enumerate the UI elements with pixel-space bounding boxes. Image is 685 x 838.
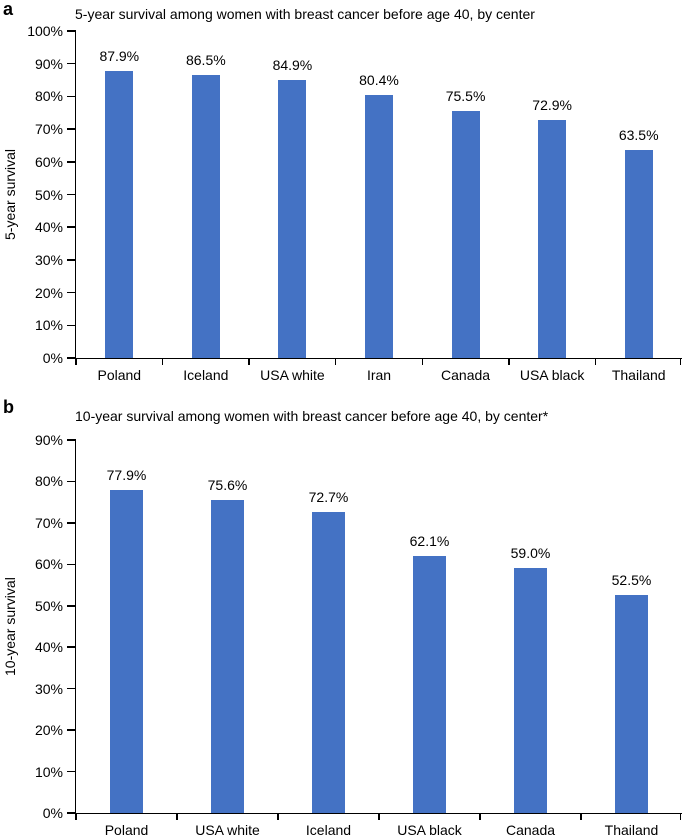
x-tick-mark [335, 358, 337, 365]
y-tick-label: 20% [15, 285, 63, 301]
x-tick-mark [378, 813, 380, 820]
category-label: Iceland [274, 822, 384, 838]
x-tick-mark [422, 358, 424, 365]
y-tick-mark [67, 96, 76, 98]
y-tick-label: 10% [15, 317, 63, 333]
bar [365, 95, 393, 358]
bar-value-label: 63.5% [589, 127, 685, 143]
bar [278, 80, 306, 358]
bar-value-label: 52.5% [582, 572, 682, 588]
x-tick-mark [277, 813, 279, 820]
category-label: USA black [375, 822, 485, 838]
y-tick-label: 30% [15, 252, 63, 268]
plot-area-a: 0%10%20%30%40%50%60%70%80%90%100%87.9%Po… [75, 31, 682, 359]
y-tick-mark [67, 646, 76, 648]
y-tick-label: 0% [15, 350, 63, 366]
bar [615, 595, 648, 813]
y-tick-label: 90% [15, 432, 63, 448]
bar [452, 111, 480, 358]
y-tick-mark [67, 194, 76, 196]
y-tick-mark [67, 161, 76, 163]
y-tick-mark [67, 292, 76, 294]
y-tick-mark [67, 688, 76, 690]
y-tick-label: 70% [15, 121, 63, 137]
y-tick-mark [67, 439, 76, 441]
y-tick-label: 10% [15, 764, 63, 780]
bar [192, 75, 220, 358]
y-tick-label: 60% [15, 556, 63, 572]
category-label: USA white [173, 822, 283, 838]
y-tick-label: 100% [15, 23, 63, 39]
y-tick-mark [67, 481, 76, 483]
x-tick-mark [595, 358, 597, 365]
chart-title-10-year: 10-year survival among women with breast… [75, 408, 548, 425]
bar-value-label: 87.9% [69, 48, 169, 64]
y-tick-label: 40% [15, 219, 63, 235]
x-tick-mark [479, 813, 481, 820]
y-tick-mark [67, 564, 76, 566]
y-tick-mark [67, 30, 76, 32]
y-axis-title-10-year-survival: 10-year survival [2, 440, 18, 813]
panel-a: a 5-year survival among women with breas… [0, 0, 685, 392]
bar-value-label: 72.9% [502, 97, 602, 113]
category-label: Canada [476, 822, 586, 838]
bar-value-label: 75.6% [178, 477, 278, 493]
plot-area-b: 0%10%20%30%40%50%60%70%80%90%77.9%Poland… [75, 440, 682, 814]
bar-value-label: 62.1% [380, 533, 480, 549]
y-tick-label: 30% [15, 681, 63, 697]
panel-b: b 10-year survival among women with brea… [0, 392, 685, 834]
y-tick-mark [67, 522, 76, 524]
bar-value-label: 72.7% [279, 489, 379, 505]
x-tick-mark [176, 813, 178, 820]
panel-letter-a: a [3, 0, 13, 18]
y-tick-label: 0% [15, 805, 63, 821]
bar [105, 71, 133, 358]
x-tick-mark [680, 358, 682, 365]
y-tick-mark [67, 259, 76, 261]
bar [211, 500, 244, 813]
x-tick-mark [680, 813, 682, 820]
bar-value-label: 75.5% [416, 88, 516, 104]
y-tick-label: 60% [15, 154, 63, 170]
bar-value-label: 84.9% [242, 57, 342, 73]
x-tick-mark [75, 358, 77, 365]
y-tick-label: 40% [15, 639, 63, 655]
y-tick-label: 20% [15, 722, 63, 738]
y-tick-mark [67, 729, 76, 731]
bar [413, 556, 446, 813]
bar-value-label: 59.0% [481, 545, 581, 561]
x-tick-mark [75, 813, 77, 820]
x-tick-mark [162, 358, 164, 365]
y-tick-label: 70% [15, 515, 63, 531]
panel-letter-b: b [3, 398, 14, 416]
y-tick-label: 50% [15, 598, 63, 614]
bar-value-label: 77.9% [77, 467, 177, 483]
bar [538, 120, 566, 358]
bar [110, 490, 143, 813]
x-tick-mark [508, 358, 510, 365]
category-label: Poland [72, 822, 182, 838]
bar [312, 512, 345, 813]
y-tick-label: 50% [15, 187, 63, 203]
bar [625, 150, 653, 358]
bar-value-label: 80.4% [329, 72, 429, 88]
y-tick-mark [67, 605, 76, 607]
chart-title-5-year: 5-year survival among women with breast … [75, 6, 535, 23]
x-tick-mark [248, 358, 250, 365]
y-tick-mark [67, 128, 76, 130]
bar-value-label: 86.5% [156, 52, 256, 68]
y-tick-mark [67, 325, 76, 327]
y-tick-mark [67, 771, 76, 773]
category-label: Thailand [577, 822, 685, 838]
category-label: Thailand [584, 367, 685, 383]
y-tick-label: 90% [15, 56, 63, 72]
x-tick-mark [580, 813, 582, 820]
y-tick-label: 80% [15, 473, 63, 489]
y-tick-mark [67, 226, 76, 228]
bar [514, 568, 547, 813]
y-tick-label: 80% [15, 88, 63, 104]
